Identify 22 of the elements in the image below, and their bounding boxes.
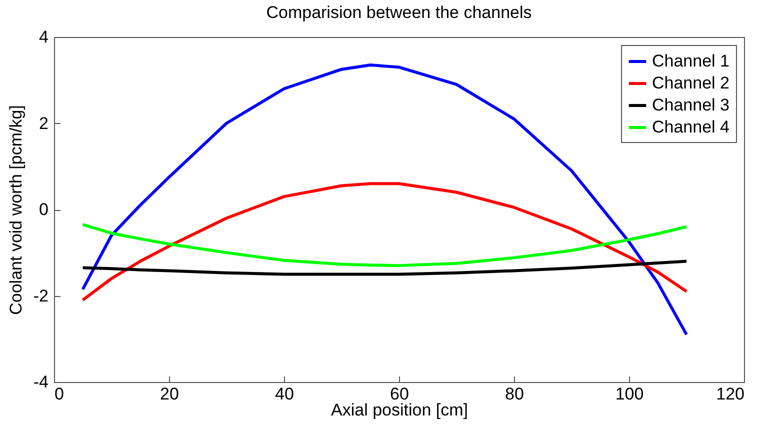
y-tick-label: -2 xyxy=(33,286,48,306)
y-axis-title: Coolant void worth [pcm/kg] xyxy=(6,105,26,315)
y-tick-label: -4 xyxy=(33,372,48,392)
line-series xyxy=(81,260,688,276)
legend-label: Channel 4 xyxy=(652,118,730,136)
x-tick-label: 60 xyxy=(390,384,409,404)
chart-title: Comparision between the channels xyxy=(266,3,532,22)
x-tick-label: 0 xyxy=(54,384,64,404)
line-series xyxy=(81,223,688,268)
legend-label: Channel 3 xyxy=(652,96,730,114)
x-axis-title: Axial position [cm] xyxy=(331,400,468,420)
x-tick-label: 20 xyxy=(160,384,179,404)
y-tick-label: 2 xyxy=(39,114,48,133)
x-tick-label: 80 xyxy=(505,384,524,404)
y-tick-label: 4 xyxy=(39,28,48,46)
x-tick-label: 120 xyxy=(716,384,744,404)
legend-label: Channel 2 xyxy=(652,74,730,92)
line-series xyxy=(81,182,688,302)
x-tick-label: 100 xyxy=(615,384,644,404)
legend-label: Channel 1 xyxy=(652,52,730,70)
y-tick-label: 0 xyxy=(39,200,48,219)
x-tick-label: 40 xyxy=(275,384,294,404)
